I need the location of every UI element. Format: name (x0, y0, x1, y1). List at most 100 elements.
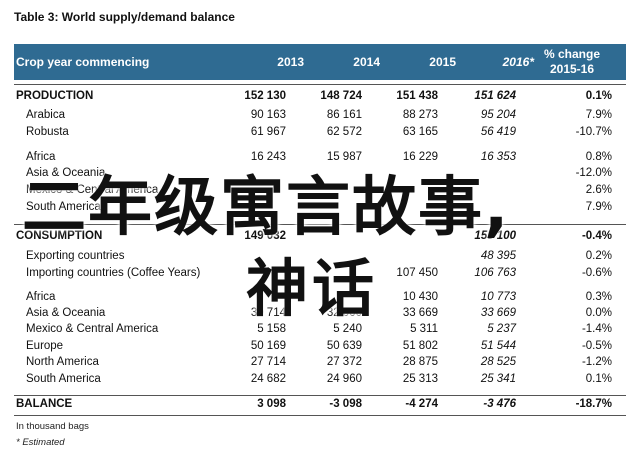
row-value-2015: 10 430 (402, 291, 438, 303)
row-pct-change: -12.0% (575, 167, 612, 179)
row-value-2013: 24 682 (250, 373, 286, 385)
row-value-2014: 5 240 (333, 323, 362, 335)
row-value-2013: 3 098 (257, 398, 286, 410)
header-year-2015: 2015 (429, 55, 456, 69)
row-pct-change: -0.4% (581, 230, 612, 242)
production-separator (14, 84, 626, 85)
table-header: Crop year commencing 2013 2014 2015 2016… (14, 44, 626, 80)
row-value-2014: 32 000 (326, 307, 362, 319)
row-pct-change: -0.5% (581, 340, 612, 352)
row-value-2015: 107 450 (396, 267, 438, 279)
row-value-2013: 16 243 (250, 151, 286, 163)
header-year-2013: 2013 (277, 55, 304, 69)
table-row: Mexico & Central America 5 158 5 240 5 311 5… (14, 321, 626, 337)
row-value-2016: 151 624 (474, 90, 516, 102)
header-year-2016: 2016* (502, 55, 534, 69)
row-value-2015: -4 274 (405, 398, 438, 410)
row-label: Exporting countries (26, 250, 125, 262)
header-crop-year: Crop year commencing (16, 55, 150, 69)
row-value-2015: 51 802 (402, 340, 438, 352)
row-pct-change: -1.2% (581, 356, 612, 368)
row-value-2013: 149 032 (244, 230, 286, 242)
row-value-2016: 56 419 (480, 126, 516, 138)
row-label: Africa (26, 151, 56, 163)
row-label: CONSUMPTION (16, 230, 103, 242)
row-label: North America (26, 356, 99, 368)
footnote-units: In thousand bags (16, 421, 89, 432)
header-year-2014: 2014 (353, 55, 380, 69)
row-label: South America (26, 373, 101, 385)
row-label: Africa (26, 291, 56, 303)
row-value-2015: 25 313 (402, 373, 438, 385)
row-value-2014: 15 987 (326, 151, 362, 163)
table-title: Table 3: World supply/demand balance (14, 10, 235, 24)
row-value-2013: 30 714 (250, 307, 286, 319)
row-value-2015: 63 165 (402, 126, 438, 138)
table-row: Asia & Oceania 30 714 32 000 33 669 33 669 0.… (14, 305, 626, 321)
row-value-2016: 95 204 (480, 109, 516, 121)
row-pct-change: 0.1% (585, 90, 612, 102)
row-value-2015: 33 669 (402, 307, 438, 319)
row-value-2013: 152 130 (244, 90, 286, 102)
row-value-2013: 5 158 (257, 323, 286, 335)
table-row: South America 7.9% (14, 199, 626, 215)
overlay-watermark-line2: 神话 (246, 252, 379, 325)
row-value-2015: 151 438 (396, 90, 438, 102)
row-value-2016: 33 669 (480, 307, 516, 319)
footnote-estimated: * Estimated (16, 437, 65, 448)
row-pct-change: -1.4% (581, 323, 612, 335)
row-label: Mexico & Central America (26, 184, 159, 196)
row-label: Arabica (26, 109, 65, 121)
row-value-2014: -3 098 (329, 398, 362, 410)
row-label: Robusta (26, 126, 69, 138)
row-value-2013: 50 169 (250, 340, 286, 352)
row-value-2016: 28 525 (480, 356, 516, 368)
row-pct-change: 0.0% (585, 307, 612, 319)
row-value-2016: 155 100 (474, 230, 516, 242)
row-value-2014: 24 960 (326, 373, 362, 385)
row-pct-change: -0.6% (581, 267, 612, 279)
row-value-2014: 50 639 (326, 340, 362, 352)
table-row: Robusta 61 967 62 572 63 165 56 419 -10.7% (14, 124, 626, 140)
table-row: Exporting countries 48 395 0.2% (14, 248, 626, 264)
row-value-2016: 16 353 (480, 151, 516, 163)
row-value-2014: 86 161 (326, 109, 362, 121)
header-pct-change: % change 2015-16 (532, 44, 612, 80)
row-value-2014: 27 372 (326, 356, 362, 368)
row-label: PRODUCTION (16, 90, 94, 102)
header-pct-line1: % change (543, 47, 600, 61)
row-value-2016: 51 544 (480, 340, 516, 352)
table-row: Africa 16 243 15 987 16 229 16 353 0.8% (14, 149, 626, 165)
table-row: Arabica 90 163 86 161 88 273 95 204 7.9% (14, 107, 626, 123)
header-pct-line2: 2015-16 (549, 62, 595, 76)
row-label: Mexico & Central America (26, 323, 159, 335)
row-value-2016: 10 773 (480, 291, 516, 303)
table-row: Asia & Oceania -12.0% (14, 165, 626, 181)
row-pct-change: 0.8% (585, 151, 612, 163)
row-value-2013: 90 163 (250, 109, 286, 121)
table-row: Mexico & Central America 2.6% (14, 182, 626, 198)
table-row: Importing countries (Coffee Years) 107 45… (14, 265, 626, 281)
row-value-2013: 61 967 (250, 126, 286, 138)
table-bottom-border (14, 415, 626, 416)
table-row: Africa 10 430 10 773 0.3% (14, 289, 626, 305)
row-label: Asia & Oceania (26, 307, 106, 319)
row-value-2016: 25 341 (480, 373, 516, 385)
row-pct-change: 7.9% (585, 109, 612, 121)
row-value-2016: 106 763 (474, 267, 516, 279)
table-row: CONSUMPTION 149 032 155 100 -0.4% (14, 228, 626, 244)
row-pct-change: -18.7% (575, 398, 612, 410)
row-pct-change: 0.2% (585, 250, 612, 262)
balance-separator (14, 395, 626, 396)
row-pct-change: -10.7% (575, 126, 612, 138)
row-label: BALANCE (16, 398, 73, 410)
row-value-2014: 62 572 (326, 126, 362, 138)
table-row: North America 27 714 27 372 28 875 28 525 -1.… (14, 354, 626, 370)
row-label: Europe (26, 340, 64, 352)
row-value-2015: 16 229 (402, 151, 438, 163)
row-value-2014: 148 724 (320, 90, 362, 102)
consumption-separator (14, 224, 626, 225)
row-value-2015: 88 273 (402, 109, 438, 121)
overlay-watermark-line1: 二年级寓言故事, (22, 171, 511, 245)
row-pct-change: 0.1% (585, 373, 612, 385)
